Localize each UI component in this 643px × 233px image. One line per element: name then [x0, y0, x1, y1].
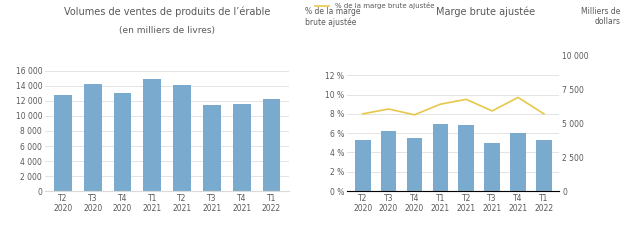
Text: % de la marge
brute ajustée: % de la marge brute ajustée: [305, 7, 361, 27]
Bar: [381, 131, 396, 191]
Bar: [262, 99, 280, 191]
Bar: [458, 125, 474, 191]
Bar: [484, 143, 500, 191]
Text: Marge brute ajustée: Marge brute ajustée: [436, 7, 535, 17]
Text: (en milliers de livres): (en milliers de livres): [119, 26, 215, 35]
Bar: [143, 79, 161, 191]
Text: Milliers de
dollars: Milliers de dollars: [581, 7, 620, 26]
Bar: [233, 104, 251, 191]
Text: Volumes de ventes de produits de l’érable: Volumes de ventes de produits de l’érabl…: [64, 7, 270, 17]
Bar: [355, 140, 370, 191]
Bar: [114, 93, 131, 191]
Bar: [536, 140, 552, 191]
Bar: [433, 124, 448, 191]
Bar: [84, 84, 102, 191]
Bar: [173, 85, 191, 191]
Bar: [203, 106, 221, 191]
Legend: Marge brute ajustée, % de la marge brute ajustée: Marge brute ajustée, % de la marge brute…: [312, 0, 437, 12]
Bar: [407, 138, 422, 191]
Bar: [54, 95, 72, 191]
Bar: [511, 133, 526, 191]
